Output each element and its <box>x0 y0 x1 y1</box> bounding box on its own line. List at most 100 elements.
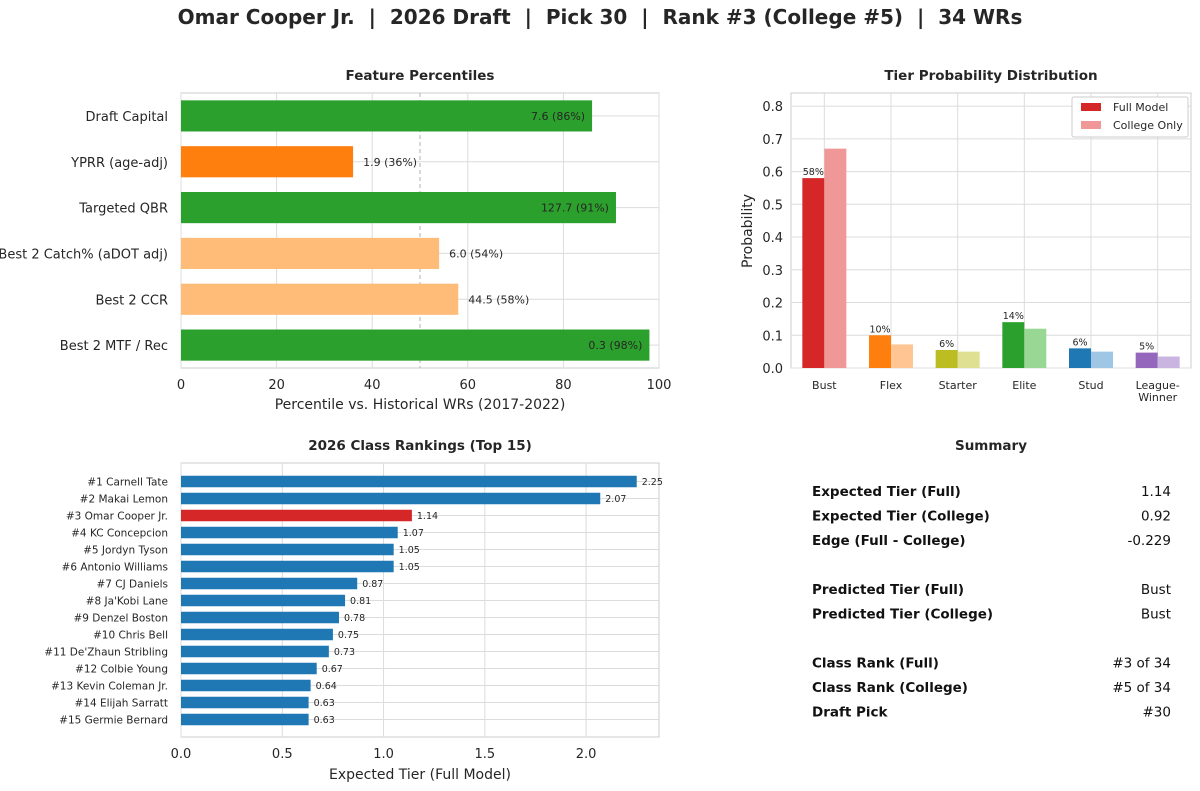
tier-legend: Full Model College Only <box>1071 96 1189 138</box>
ranking-bar <box>181 560 394 573</box>
feature-bar <box>181 146 354 178</box>
summary-label: Expected Tier (Full) <box>812 484 961 500</box>
ranking-player-label: #13 Kevin Coleman Jr. <box>51 681 168 693</box>
summary-value: #5 of 34 <box>1112 680 1171 696</box>
summary-row: Class Rank (College) #5 of 34 <box>812 680 1171 696</box>
ranking-value-label: 0.63 <box>314 698 335 709</box>
tier-bar-college <box>1091 351 1113 368</box>
class-rankings-title: 2026 Class Rankings (Top 15) <box>308 438 532 454</box>
feature-percentiles-xlabel: Percentile vs. Historical WRs (2017-2022… <box>275 397 566 413</box>
tier-ytick-label: 0.5 <box>762 198 783 213</box>
summary-row: Expected Tier (Full) 1.14 <box>812 484 1171 500</box>
rankings-xtick-label: 2.0 <box>576 747 597 762</box>
ranking-bar <box>181 662 317 675</box>
feature-category-label: Best 2 CCR <box>95 293 168 308</box>
tier-category-label: Elite <box>1012 379 1036 392</box>
summary-value: Bust <box>1141 607 1171 623</box>
tier-bar-college <box>957 351 980 368</box>
figure-title: Omar Cooper Jr. | 2026 Draft | Pick 30 |… <box>177 5 1023 29</box>
feature-value-label: 0.3 (98%) <box>588 339 642 352</box>
legend-label-college: College Only <box>1113 119 1183 132</box>
tier-ytick-label: 0.8 <box>762 100 783 115</box>
summary-label: Class Rank (College) <box>812 680 968 696</box>
tier-ytick-label: 0.3 <box>762 264 783 279</box>
ranking-player-label: #1 Carnell Tate <box>87 477 168 489</box>
feature-category-label: Best 2 Catch% (aDOT adj) <box>0 247 168 262</box>
class-rankings-xlabel: Expected Tier (Full Model) <box>329 767 511 783</box>
ranking-value-label: 1.05 <box>399 545 420 556</box>
tier-ytick-label: 0.0 <box>762 362 783 377</box>
feature-xtick-label: 100 <box>647 378 672 393</box>
summary-label: Draft Pick <box>812 705 889 721</box>
tier-bar-full <box>1135 352 1158 368</box>
ranking-bar <box>181 696 309 709</box>
feature-xtick-label: 0 <box>177 378 185 393</box>
tier-category-label: League- <box>1136 379 1180 392</box>
ranking-player-label: #14 Elijah Sarratt <box>74 698 168 710</box>
feature-bar <box>181 100 593 132</box>
feature-bar <box>181 329 650 361</box>
summary-label: Expected Tier (College) <box>812 509 990 525</box>
tier-value-label: 6% <box>939 339 954 350</box>
tier-ytick-label: 0.4 <box>762 231 783 246</box>
legend-label-full: Full Model <box>1113 101 1168 114</box>
tier-value-label: 6% <box>1072 337 1087 348</box>
feature-value-label: 1.9 (36%) <box>363 156 417 169</box>
ranking-bar <box>181 713 309 726</box>
tier-ytick-label: 0.7 <box>762 133 783 148</box>
feature-category-label: Best 2 MTF / Rec <box>60 339 168 354</box>
ranking-value-label: 1.14 <box>417 511 438 522</box>
ranking-bar <box>181 628 333 641</box>
ranking-bar <box>181 543 394 556</box>
tier-category-label: Stud <box>1078 379 1103 392</box>
summary-row: Draft Pick #30 <box>812 705 1171 721</box>
tier-category-label: Winner <box>1138 391 1177 404</box>
ranking-bar <box>181 509 412 522</box>
feature-bar <box>181 192 616 224</box>
summary-title: Summary <box>955 438 1027 454</box>
ranking-value-label: 0.73 <box>334 647 355 658</box>
summary-label: Edge (Full - College) <box>812 533 966 549</box>
tier-bar-full <box>1002 322 1025 368</box>
ranking-value-label: 0.87 <box>362 579 383 590</box>
ranking-value-label: 0.63 <box>314 715 335 726</box>
feature-value-label: 6.0 (54%) <box>449 247 503 260</box>
ranking-value-label: 2.25 <box>642 477 663 488</box>
legend-swatch-college <box>1081 121 1101 129</box>
feature-bar <box>181 283 459 315</box>
rankings-xtick-label: 0.5 <box>272 747 293 762</box>
ranking-value-label: 0.64 <box>316 681 337 692</box>
tier-bars: 58% Bust 10% Flex 6% Starter 14% Elite 6% Stud 5% L… <box>802 148 1180 404</box>
ranking-player-label: #2 Makai Lemon <box>80 494 168 506</box>
rankings-xtick-label: 0.0 <box>171 747 192 762</box>
tier-probability-ylabel: Probability <box>740 194 756 268</box>
summary-row: Edge (Full - College) -0.229 <box>812 533 1171 549</box>
summary-row: Predicted Tier (College) Bust <box>812 607 1171 623</box>
summary-label: Predicted Tier (College) <box>812 607 993 623</box>
ranking-bar <box>181 492 601 505</box>
summary-row: Predicted Tier (Full) Bust <box>812 582 1171 598</box>
feature-category-label: Draft Capital <box>86 110 168 125</box>
ranking-player-label: #10 Chris Bell <box>93 630 168 642</box>
ranking-player-label: #8 Ja'Kobi Lane <box>86 596 168 608</box>
rankings-xtick-label: 1.0 <box>373 747 394 762</box>
tier-value-label: 10% <box>869 324 890 335</box>
ranking-player-label: #3 Omar Cooper Jr. <box>66 511 168 523</box>
summary-label: Class Rank (Full) <box>812 656 939 672</box>
summary-value: #3 of 34 <box>1112 656 1171 672</box>
ranking-bar <box>181 594 346 607</box>
ranking-value-label: 0.78 <box>344 613 365 624</box>
feature-bar <box>181 237 440 269</box>
ranking-player-label: #4 KC Concepcion <box>71 528 168 540</box>
summary-label: Predicted Tier (Full) <box>812 582 964 598</box>
tier-bar-college <box>1157 356 1180 368</box>
summary-value: #30 <box>1143 705 1172 721</box>
ranking-value-label: 0.81 <box>350 596 371 607</box>
tier-bar-college <box>1024 328 1047 368</box>
summary-value: Bust <box>1141 582 1171 598</box>
rankings-xtick-label: 1.5 <box>474 747 495 762</box>
tier-bar-college <box>891 344 913 368</box>
tier-category-label: Bust <box>812 379 837 392</box>
